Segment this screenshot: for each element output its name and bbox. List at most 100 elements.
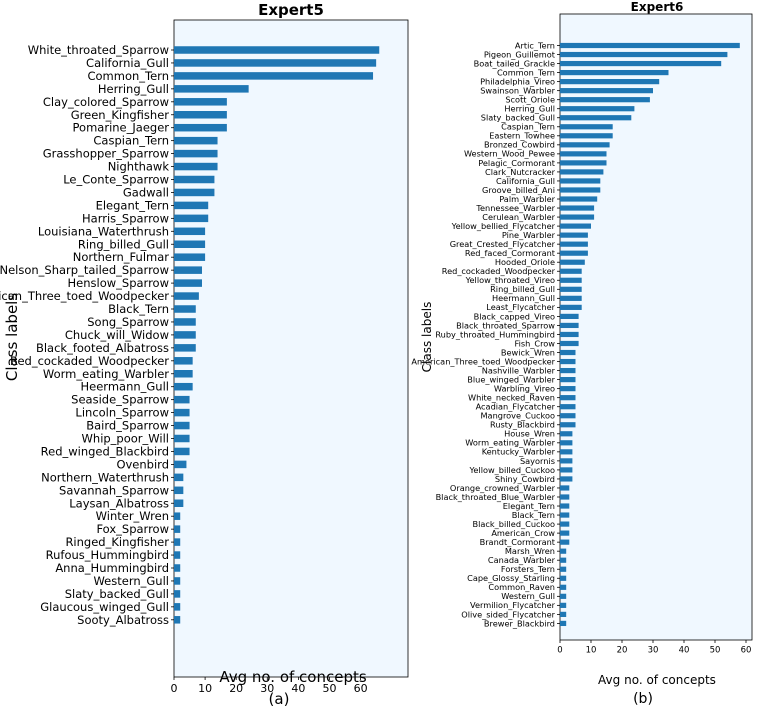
bar-expert6-Pelagic_Cormorant xyxy=(560,160,607,166)
category-label-expert6: Canada_Warbler xyxy=(488,555,556,565)
category-label-expert5: Western_Gull xyxy=(93,574,169,588)
category-label-expert5: Song_Sparrow xyxy=(87,315,169,329)
x-tick-label-expert6: 60 xyxy=(741,646,752,656)
bar-expert5-Clay_colored_Sparrow xyxy=(174,98,227,106)
category-label-expert6: Forsters_Tern xyxy=(501,564,555,574)
category-label-expert6: Marsh_Wren xyxy=(505,546,555,556)
category-label-expert5: Clay_colored_Sparrow xyxy=(43,95,169,109)
category-label-expert6: Palm_Warbler xyxy=(499,194,555,204)
bar-expert6-Kentucky_Warbler xyxy=(560,449,573,455)
category-label-expert6: Eastern_Towhee xyxy=(489,131,555,141)
bar-expert5-Red_winged_Blackbird xyxy=(174,447,190,456)
category-label-expert6: Slaty_backed_Gull xyxy=(481,113,555,123)
category-label-expert5: Northern_Fulmar xyxy=(73,250,170,264)
category-label-expert6: Orange_crowned_Warbler xyxy=(450,483,556,493)
bar-expert5-Black_footed_Albatross xyxy=(174,344,196,352)
category-label-expert6: Clark_Nutcracker xyxy=(485,167,556,177)
bar-expert5-Sooty_Albatross xyxy=(174,616,181,624)
category-label-expert6: Fish_Crow xyxy=(514,338,555,348)
category-label-expert6: Elegant_Tern xyxy=(503,501,555,511)
category-label-expert6: Philadelphia_Vireo xyxy=(480,76,555,86)
category-label-expert6: Ring_billed_Gull xyxy=(490,284,555,294)
category-label-expert5: Herring_Gull xyxy=(98,82,169,96)
bar-expert5-Nelson_Sharp_tailed_Sparrow xyxy=(174,266,202,274)
x-ticks-expert6: 0 10 20 30 40 50 60 xyxy=(557,640,751,656)
bar-expert5-Rufous_Hummingbird xyxy=(174,551,181,559)
category-label-expert6: Groove_billed_Ani xyxy=(482,185,555,195)
ylabel-expert6: Class labels xyxy=(420,302,434,373)
category-label-expert6: Black_throated_Sparrow xyxy=(456,320,555,330)
bar-expert5-Grasshopper_Sparrow xyxy=(174,149,218,158)
bar-expert6-Cerulean_Warbler xyxy=(560,214,595,220)
bar-expert5-Harris_Sparrow xyxy=(174,214,209,223)
x-tick-label-expert5: 0 xyxy=(171,682,178,695)
x-tick-label-expert5: 10 xyxy=(198,682,212,695)
bar-expert5-Fox_Sparrow xyxy=(174,525,181,533)
category-label-expert6: Swainson_Warbler xyxy=(480,86,555,96)
category-label-expert6: Pelagic_Cormorant xyxy=(478,158,556,168)
category-label-expert5: Louisiana_Waterthrush xyxy=(38,224,169,238)
category-label-expert6: Pigeon_Guillemot xyxy=(484,49,556,59)
bar-expert5-Worm_eating_Warbler xyxy=(174,370,193,378)
category-label-expert5: Lincoln_Sparrow xyxy=(75,406,169,420)
category-label-expert5: Sooty_Albatross xyxy=(77,613,169,627)
category-label-expert6: Brandt_Cormorant xyxy=(480,537,556,547)
category-label-expert5: Slaty_backed_Gull xyxy=(65,587,169,601)
x-ticks-expert5: 0 10 20 30 40 50 60 xyxy=(171,677,368,695)
category-label-expert5: Fox_Sparrow xyxy=(96,522,169,536)
bar-expert5-Whip_poor_Will xyxy=(174,434,190,443)
bar-expert6-Sayornis xyxy=(560,458,573,464)
bar-expert6-Brandt_Cormorant xyxy=(560,539,570,545)
xlabel-expert6: Avg no. of concepts xyxy=(598,673,716,687)
bar-expert5-Common_Tern xyxy=(174,72,374,80)
x-tick-label-expert6: 10 xyxy=(586,646,597,656)
bar-expert5-Louisiana_Waterthrush xyxy=(174,227,206,236)
category-label-expert6: Common_Raven xyxy=(488,582,555,592)
category-label-expert6: Red_faced_Cormorant xyxy=(465,248,556,258)
category-label-expert6: Caspian_Tern xyxy=(501,122,555,132)
category-label-expert6: Heermann_Gull xyxy=(492,293,555,303)
category-label-expert6: Black_billed_Cuckoo xyxy=(473,519,555,529)
x-tick-label-expert6: 40 xyxy=(679,646,690,656)
x-tick-label-expert6: 30 xyxy=(648,646,659,656)
bar-expert6-Philadelphia_Vireo xyxy=(560,79,660,85)
category-label-expert6: Warbling_Vireo xyxy=(494,384,555,394)
category-label-expert5: American_Three_toed_Woodpecker xyxy=(0,289,169,303)
bar-expert6-Nashville_Warbler xyxy=(560,367,576,374)
bar-expert5-White_throated_Sparrow xyxy=(174,46,380,54)
category-label-expert5: Grasshopper_Sparrow xyxy=(43,147,169,161)
category-label-expert6: Ruby_throated_Hummingbird xyxy=(435,329,555,339)
bar-expert5-Herring_Gull xyxy=(174,85,249,93)
x-tick-label-expert5: 30 xyxy=(260,682,274,695)
category-labels-expert5: White_throated_SparrowCalifornia_GullCom… xyxy=(0,43,174,627)
bar-expert6-Yellow_bellied_Flycatcher xyxy=(560,223,591,229)
category-label-expert6: Blue_winged_Warbler xyxy=(467,374,555,384)
bar-expert5-Pomarine_Jaeger xyxy=(174,123,227,132)
bar-expert5-Laysan_Albatross xyxy=(174,499,184,507)
plot-area-expert5 xyxy=(173,19,409,678)
category-label-expert5: Harris_Sparrow xyxy=(82,211,169,225)
bar-expert6-Palm_Warbler xyxy=(560,196,598,202)
bar-expert5-Green_Kingfisher xyxy=(174,111,227,119)
category-label-expert6: Pine_Warbler xyxy=(502,230,556,240)
category-label-expert6: Yellow_bellied_Flycatcher xyxy=(451,221,556,231)
bar-expert6-Pine_Warbler xyxy=(560,232,588,238)
category-label-expert6: Herring_Gull xyxy=(504,104,555,114)
bar-expert5-American_Three_toed_Woodpecker xyxy=(174,292,199,300)
x-tick-label-expert5: 50 xyxy=(323,682,337,695)
bar-expert6-Cape_Glossy_Starling xyxy=(560,575,567,581)
bar-expert6-Vermilion_Flycatcher xyxy=(560,602,567,608)
category-label-expert5: Northern_Waterthrush xyxy=(41,470,169,484)
category-label-expert5: Gadwall xyxy=(123,185,169,199)
bar-expert6-Western_Wood_Pewee xyxy=(560,151,607,157)
category-label-expert6: Black_capped_Vireo xyxy=(474,311,555,321)
bar-expert6-Yellow_billed_Cuckoo xyxy=(560,467,573,473)
bar-expert6-Bewick_Wren xyxy=(560,349,576,356)
bar-expert6-Ring_billed_Gull xyxy=(560,286,582,292)
category-label-expert5: Ringed_Kingfisher xyxy=(65,535,169,549)
bar-expert6-Shiny_Cowbird xyxy=(560,476,573,482)
bar-expert5-Red_cockaded_Woodpecker xyxy=(174,357,193,365)
bar-expert6-Black_throated_Blue_Warbler xyxy=(560,494,570,500)
category-label-expert6: Yellow_throated_Vireo xyxy=(465,275,555,285)
